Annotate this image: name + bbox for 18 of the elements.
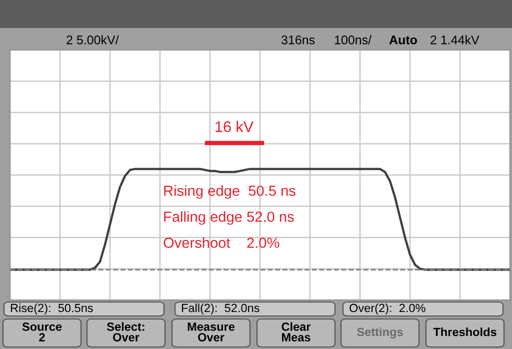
text: Over(2): 2.0% [350, 303, 426, 314]
text: Fall(2): 52.0ns [182, 303, 260, 314]
text: 2 5.00kV/ [66, 35, 119, 44]
annotation: Falling edge 52.0 ns [164, 211, 294, 225]
text: Rise(2): 50.5ns [10, 303, 93, 314]
text: Auto [389, 36, 417, 44]
text: 316ns [281, 36, 315, 44]
text: 100ns/ [334, 35, 372, 44]
text: Measure Over [188, 322, 235, 342]
text: Settings [357, 327, 403, 339]
annotation: Rising edge 50.5 ns [164, 185, 296, 199]
annotation: Overshoot 2.0% [164, 237, 280, 248]
text: 2 1.44kV [430, 35, 480, 44]
text: Thresholds [433, 327, 496, 336]
text: Clear Meas [282, 322, 311, 342]
source-note: Source 2 [22, 322, 62, 342]
text: Select: Over [106, 322, 144, 342]
text: 16 kV [216, 120, 254, 132]
